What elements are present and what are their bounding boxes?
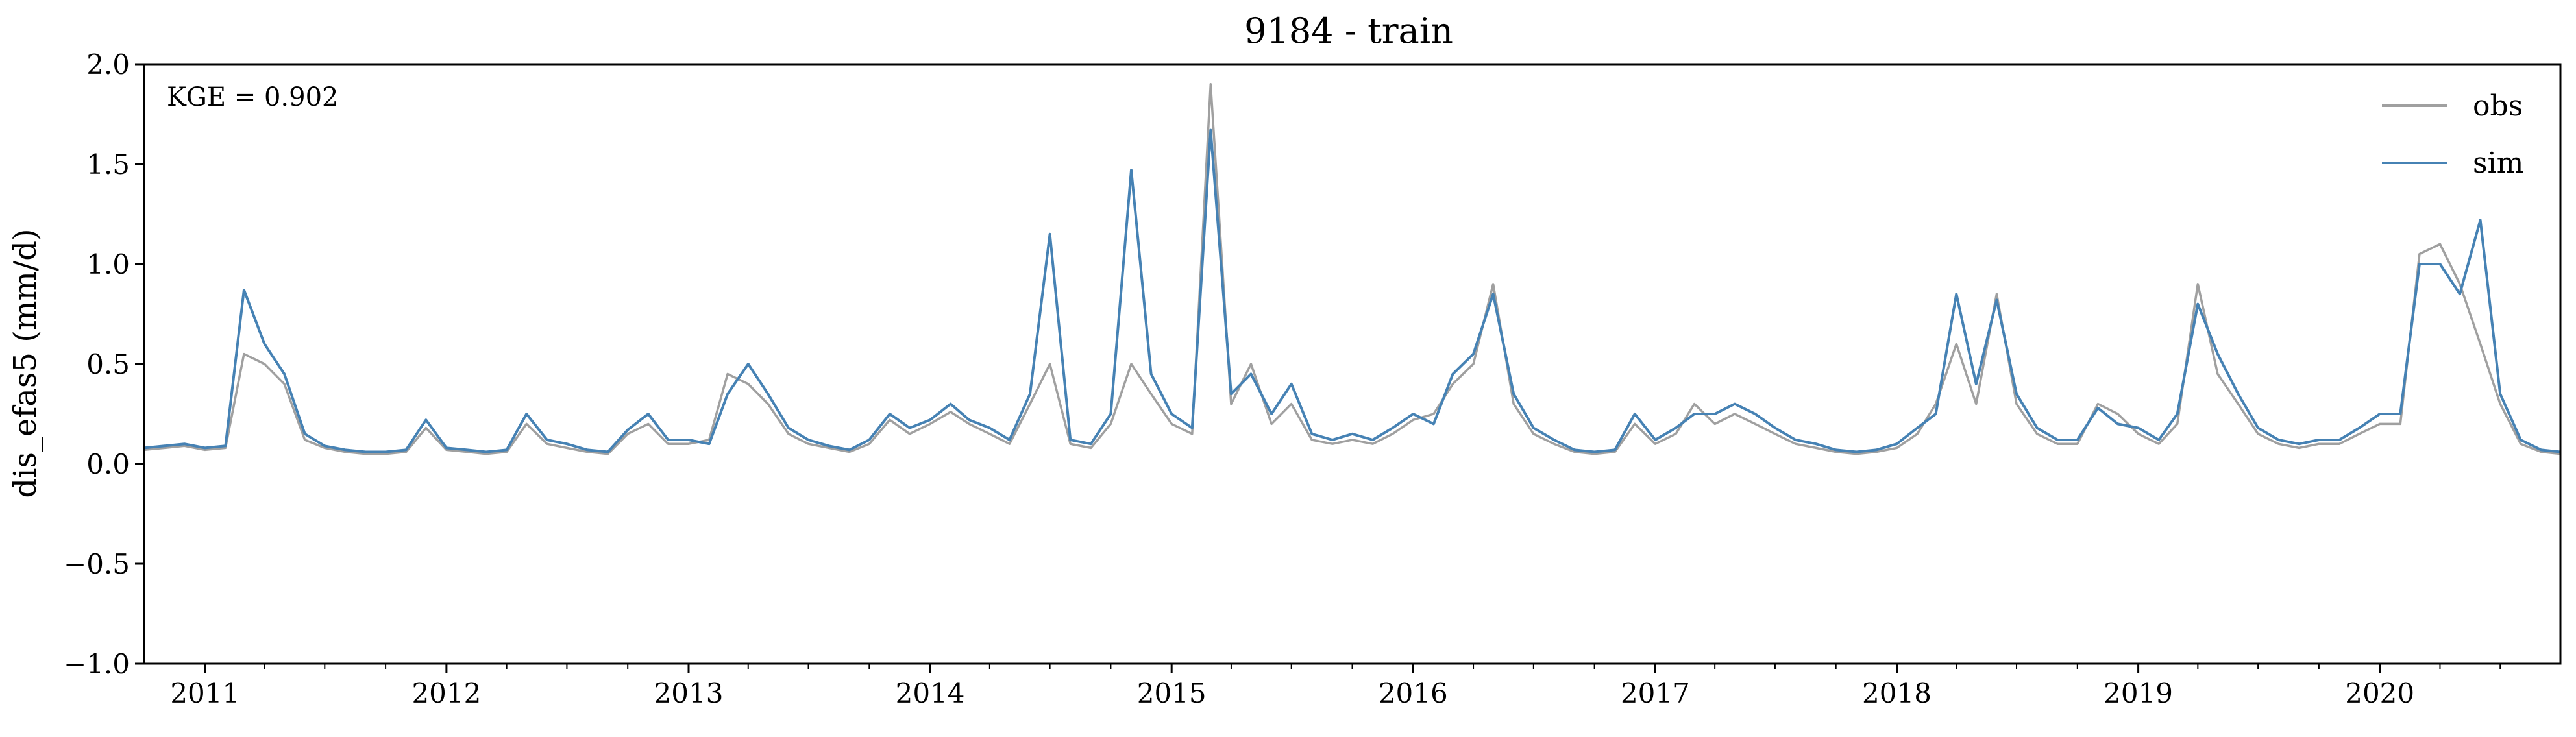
y-tick-label: 0.5 (86, 348, 130, 380)
legend-label-obs: obs (2473, 90, 2523, 123)
x-tick-label: 2015 (1137, 677, 1207, 709)
x-tick-label: 2011 (170, 677, 239, 709)
axes-group: −1.0 −0.5 0.0 0.5 1.0 1.5 2.0 2011 2012 2013 2014 2… (64, 49, 2501, 709)
x-tick-label: 2019 (2104, 677, 2173, 709)
kge-annotation: KGE = 0.902 (167, 82, 339, 112)
series-line-sim (143, 128, 2561, 453)
chart-title: 9184 - train (1244, 10, 1453, 51)
x-tick-label: 2018 (1862, 677, 1932, 709)
y-axis-label: dis_efas5 (mm/d) (7, 228, 43, 498)
x-tick-label: 2013 (654, 677, 724, 709)
plot-frame (143, 63, 2562, 665)
legend-label-sim: sim (2473, 147, 2523, 180)
series-line-obs (143, 83, 2561, 455)
legend: obs sim (2382, 90, 2523, 180)
y-tick-label: 1.0 (86, 248, 130, 280)
y-tick-label: 1.5 (86, 149, 130, 180)
series-group (143, 83, 2561, 455)
y-tick-label: 2.0 (86, 49, 130, 80)
y-tick-label: −0.5 (64, 548, 130, 580)
x-tick-label: 2012 (411, 677, 481, 709)
x-tick-label: 2016 (1379, 677, 1448, 709)
y-tick-label: −1.0 (64, 648, 130, 680)
x-tick-label: 2020 (2345, 677, 2414, 709)
y-tick-label: 0.0 (86, 448, 130, 480)
x-tick-label: 2014 (896, 677, 965, 709)
x-tick-label: 2017 (1621, 677, 1690, 709)
